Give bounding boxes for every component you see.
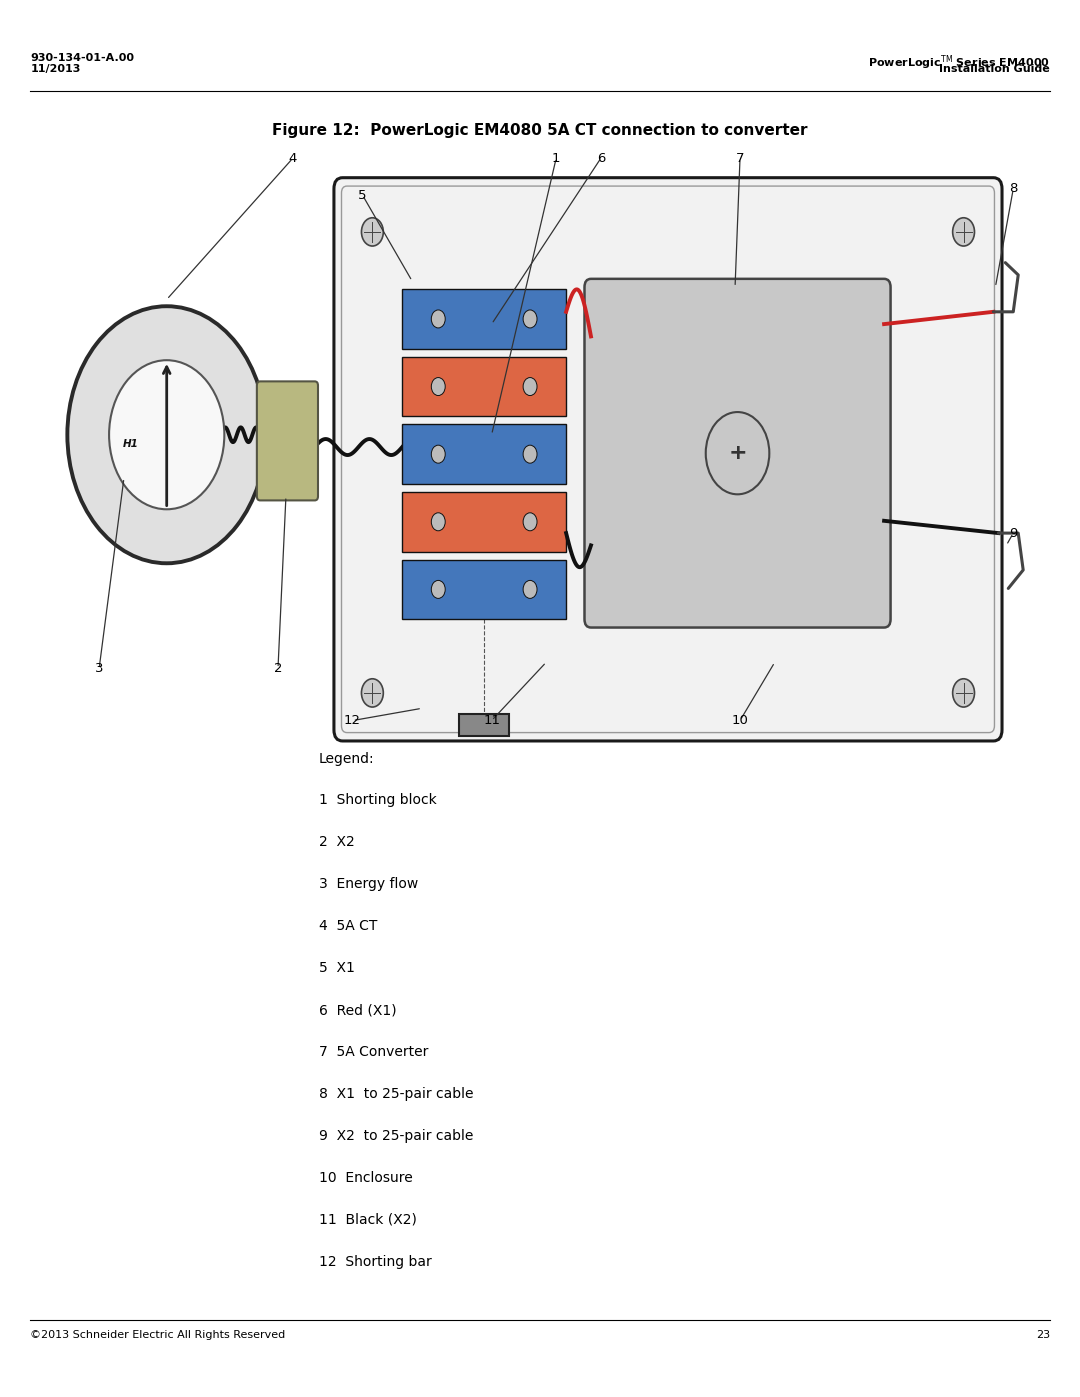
FancyBboxPatch shape: [257, 381, 318, 500]
Circle shape: [362, 218, 383, 246]
Text: +: +: [728, 443, 747, 464]
Text: 10  Enclosure: 10 Enclosure: [319, 1171, 413, 1185]
Circle shape: [431, 580, 445, 598]
Circle shape: [953, 218, 974, 246]
Circle shape: [523, 446, 537, 464]
Text: Figure 12:  PowerLogic EM4080 5A CT connection to converter: Figure 12: PowerLogic EM4080 5A CT conne…: [272, 123, 808, 138]
Text: 4: 4: [288, 152, 297, 165]
Text: ©2013 Schneider Electric All Rights Reserved: ©2013 Schneider Electric All Rights Rese…: [30, 1330, 285, 1340]
Bar: [402, 425, 566, 483]
Circle shape: [705, 412, 769, 495]
Bar: [402, 492, 566, 552]
FancyBboxPatch shape: [584, 279, 891, 627]
Text: Installation Guide: Installation Guide: [939, 64, 1050, 74]
Text: 3: 3: [95, 662, 104, 675]
Text: 2  X2: 2 X2: [319, 835, 354, 849]
Circle shape: [362, 679, 383, 707]
Text: 6: 6: [597, 152, 605, 165]
Circle shape: [431, 446, 445, 464]
Text: 11: 11: [483, 714, 500, 726]
Circle shape: [431, 377, 445, 395]
Circle shape: [523, 580, 537, 598]
Text: 2: 2: [273, 662, 282, 675]
Bar: [402, 560, 566, 619]
Bar: [459, 714, 509, 736]
Circle shape: [431, 513, 445, 531]
Text: Legend:: Legend:: [319, 752, 375, 766]
Circle shape: [523, 377, 537, 395]
Text: 9: 9: [1009, 527, 1017, 539]
Text: PowerLogic$^{\mathsf{TM}}$ Series EM4000: PowerLogic$^{\mathsf{TM}}$ Series EM4000: [868, 53, 1050, 71]
Text: 23: 23: [1036, 1330, 1050, 1340]
Text: 6  Red (X1): 6 Red (X1): [319, 1003, 396, 1017]
Text: 5: 5: [359, 189, 367, 201]
Text: 1: 1: [552, 152, 561, 165]
Text: 10: 10: [731, 714, 748, 726]
Text: 8  X1  to 25-pair cable: 8 X1 to 25-pair cable: [319, 1087, 473, 1101]
Circle shape: [953, 679, 974, 707]
Text: 5  X1: 5 X1: [319, 961, 354, 975]
Text: H1: H1: [123, 439, 139, 448]
Text: 12  Shorting bar: 12 Shorting bar: [319, 1255, 431, 1268]
Text: 11/2013: 11/2013: [30, 64, 81, 74]
Circle shape: [67, 306, 266, 563]
Text: 930-134-01-A.00: 930-134-01-A.00: [30, 53, 134, 63]
Circle shape: [523, 310, 537, 328]
FancyBboxPatch shape: [334, 177, 1002, 740]
Text: 1  Shorting block: 1 Shorting block: [319, 793, 436, 807]
Text: 7  5A Converter: 7 5A Converter: [319, 1045, 428, 1059]
Circle shape: [431, 310, 445, 328]
Text: 9  X2  to 25-pair cable: 9 X2 to 25-pair cable: [319, 1129, 473, 1143]
Bar: [402, 356, 566, 416]
Text: 7: 7: [735, 152, 744, 165]
Circle shape: [523, 513, 537, 531]
Text: 8: 8: [1009, 183, 1017, 196]
Text: 3  Energy flow: 3 Energy flow: [319, 877, 418, 891]
Text: 4  5A CT: 4 5A CT: [319, 919, 377, 933]
Text: 12: 12: [345, 714, 361, 726]
Circle shape: [109, 360, 225, 510]
Bar: [402, 289, 566, 349]
Text: 11  Black (X2): 11 Black (X2): [319, 1213, 417, 1227]
